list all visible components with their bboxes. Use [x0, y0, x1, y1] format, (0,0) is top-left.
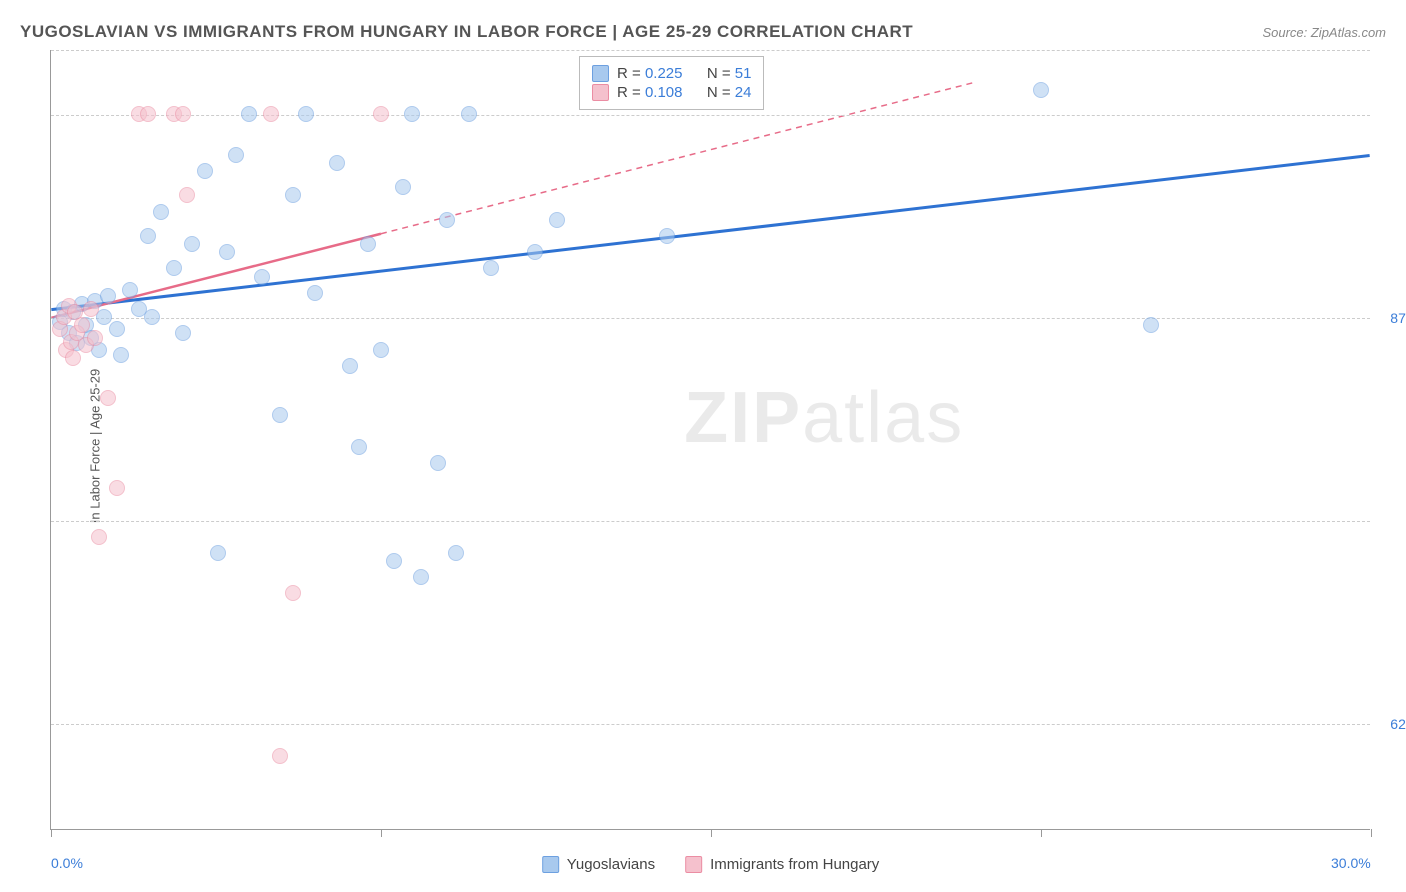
series-legend-item: Immigrants from Hungary [685, 856, 879, 873]
scatter-point [74, 317, 90, 333]
chart-title: YUGOSLAVIAN VS IMMIGRANTS FROM HUNGARY I… [20, 22, 913, 42]
series-name: Immigrants from Hungary [710, 856, 879, 873]
r-label: R = 0.225 [617, 65, 682, 82]
scatter-point [272, 748, 288, 764]
scatter-point [144, 309, 160, 325]
legend-swatch [592, 65, 609, 82]
legend-swatch [592, 84, 609, 101]
scatter-point [175, 106, 191, 122]
scatter-point [140, 228, 156, 244]
scatter-point [91, 529, 107, 545]
scatter-point [100, 288, 116, 304]
series-name: Yugoslavians [567, 856, 655, 873]
scatter-point [166, 260, 182, 276]
scatter-point [272, 407, 288, 423]
x-tick [1371, 829, 1372, 837]
scatter-point [254, 269, 270, 285]
scatter-point [448, 545, 464, 561]
x-tick-label: 0.0% [51, 855, 83, 871]
y-tick-label: 62.5% [1390, 716, 1406, 732]
scatter-point [210, 545, 226, 561]
series-legend: Yugoslavians Immigrants from Hungary [542, 856, 880, 873]
x-tick [1041, 829, 1042, 837]
chart-header: YUGOSLAVIAN VS IMMIGRANTS FROM HUNGARY I… [20, 22, 1386, 42]
scatter-point [373, 342, 389, 358]
scatter-point [439, 212, 455, 228]
correlation-legend-row: R = 0.108 N = 24 [592, 84, 751, 101]
scatter-point [140, 106, 156, 122]
scatter-point [219, 244, 235, 260]
scatter-point [413, 569, 429, 585]
scatter-point [228, 147, 244, 163]
gridline-h [51, 50, 1370, 51]
r-label: R = 0.108 [617, 84, 682, 101]
gridline-h [51, 318, 1370, 319]
legend-swatch [542, 856, 559, 873]
x-tick [381, 829, 382, 837]
y-tick-label: 87.5% [1390, 310, 1406, 326]
x-tick [51, 829, 52, 837]
gridline-h [51, 521, 1370, 522]
scatter-point [285, 187, 301, 203]
scatter-point [179, 187, 195, 203]
scatter-point [87, 330, 103, 346]
scatter-point [65, 350, 81, 366]
scatter-point [100, 390, 116, 406]
scatter-point [197, 163, 213, 179]
scatter-point [329, 155, 345, 171]
scatter-point [109, 321, 125, 337]
gridline-h [51, 724, 1370, 725]
chart-plot-area: ZIPatlas 62.5%87.5%0.0%30.0% R = 0.225 N… [50, 50, 1370, 830]
scatter-point [395, 179, 411, 195]
scatter-point [285, 585, 301, 601]
scatter-point [184, 236, 200, 252]
x-tick [711, 829, 712, 837]
n-label: N = 24 [707, 84, 752, 101]
scatter-point [430, 455, 446, 471]
scatter-point [483, 260, 499, 276]
watermark: ZIPatlas [684, 377, 964, 459]
trend-lines-layer [51, 50, 1370, 829]
scatter-point [351, 439, 367, 455]
scatter-point [659, 228, 675, 244]
series-legend-item: Yugoslavians [542, 856, 655, 873]
correlation-legend-row: R = 0.225 N = 51 [592, 65, 751, 82]
scatter-point [461, 106, 477, 122]
legend-swatch [685, 856, 702, 873]
scatter-point [263, 106, 279, 122]
scatter-point [241, 106, 257, 122]
scatter-point [1143, 317, 1159, 333]
x-tick-label: 30.0% [1331, 855, 1371, 871]
scatter-point [527, 244, 543, 260]
source-label: Source: ZipAtlas.com [1262, 25, 1386, 40]
scatter-point [373, 106, 389, 122]
scatter-point [360, 236, 376, 252]
n-label: N = 51 [707, 65, 752, 82]
scatter-point [122, 282, 138, 298]
scatter-point [153, 204, 169, 220]
scatter-point [307, 285, 323, 301]
scatter-point [113, 347, 129, 363]
scatter-point [549, 212, 565, 228]
scatter-point [83, 301, 99, 317]
scatter-point [404, 106, 420, 122]
scatter-point [386, 553, 402, 569]
scatter-point [175, 325, 191, 341]
scatter-point [342, 358, 358, 374]
scatter-point [1033, 82, 1049, 98]
scatter-point [109, 480, 125, 496]
scatter-point [298, 106, 314, 122]
correlation-legend: R = 0.225 N = 51 R = 0.108 N = 24 [579, 56, 764, 110]
